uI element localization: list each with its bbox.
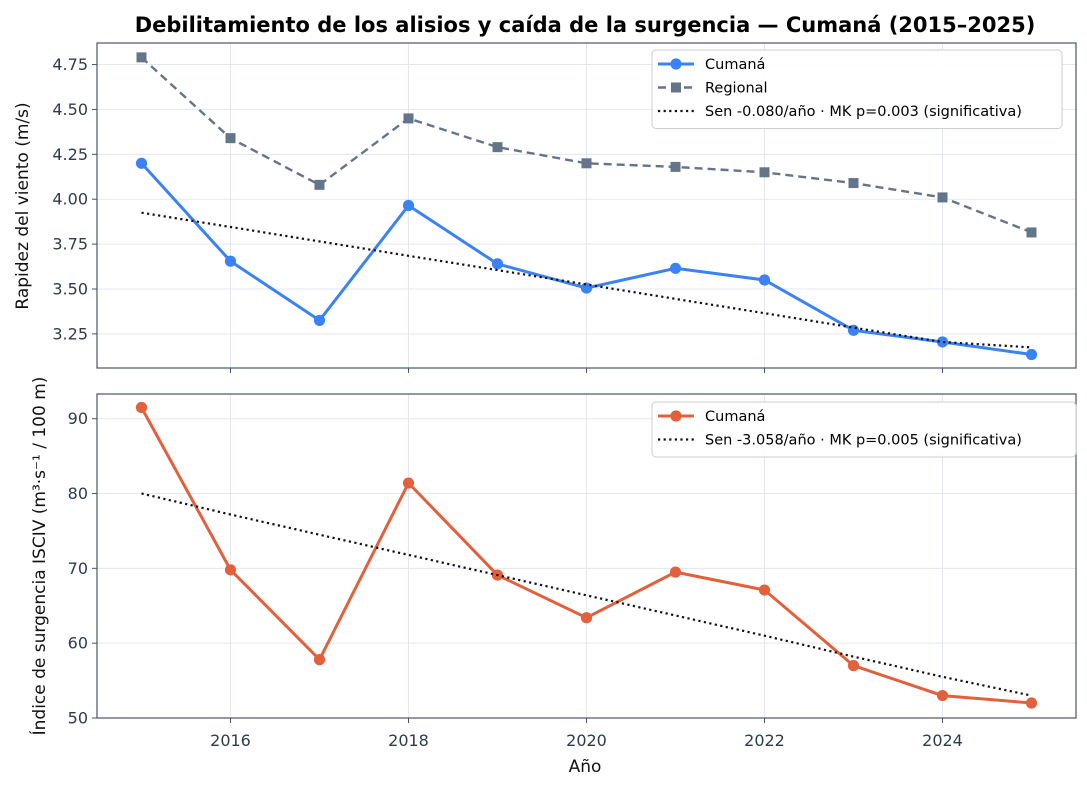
upwelling-index-panel: 50 60 70 80 90 2016 2018 2020 2022 2024 Cumaná Sen … <box>68 393 1077 750</box>
series-line <box>140 56 1032 234</box>
x-axis-label: Año <box>569 757 602 777</box>
series-line <box>141 211 1032 349</box>
legend-label: Cumaná <box>705 409 765 425</box>
data-point <box>136 52 147 63</box>
x-tick-label: 2016 <box>210 731 251 750</box>
data-point <box>491 258 504 270</box>
data-point <box>403 113 414 124</box>
axes-frame <box>96 42 1077 369</box>
bottom-y-axis-label: Índice de surgencia ISCIV (m³·s⁻¹ / 100 … <box>28 377 50 736</box>
data-point <box>1025 697 1038 709</box>
y-tick-label: 4.50 <box>52 100 88 119</box>
top-y-axis-label: Rapidez del viento (m/s) <box>13 102 33 309</box>
legend-marker <box>671 82 681 93</box>
legend-label: Sen -0.080/año · MK p=0.003 (significati… <box>705 104 1022 120</box>
y-tick-label: 4.75 <box>52 55 88 74</box>
data-point <box>669 566 682 578</box>
data-point <box>669 262 682 274</box>
data-point <box>135 401 148 414</box>
y-tick-label: 4.25 <box>52 145 88 164</box>
legend-label: Cumaná <box>705 57 765 73</box>
data-point <box>936 689 949 702</box>
x-tick-label: 2018 <box>388 731 429 750</box>
y-tick-label: 50 <box>68 709 88 728</box>
legend-box <box>651 401 1077 458</box>
legend-label: Regional <box>705 81 768 97</box>
data-point <box>225 133 236 144</box>
data-point <box>492 142 503 153</box>
y-tick-label: 70 <box>68 559 88 578</box>
data-point <box>936 336 949 348</box>
legend-label: Sen -3.058/año · MK p=0.005 (significati… <box>705 433 1022 449</box>
chart-title: Debilitamiento de los alisios y caída de… <box>135 13 1036 37</box>
data-point <box>313 314 326 327</box>
data-point <box>758 584 771 596</box>
x-tick-label: 2024 <box>922 731 963 750</box>
data-point <box>314 179 325 190</box>
y-tick-label: 3.50 <box>52 279 88 298</box>
y-tick-label: 90 <box>68 409 88 428</box>
series-line <box>141 492 1032 697</box>
y-tick-label: 60 <box>68 634 88 653</box>
data-point <box>402 199 415 212</box>
wind-speed-panel: 3.25 3.50 3.75 4.00 4.25 4.50 4.75 Cumaná Region… <box>52 42 1077 373</box>
legend-box <box>651 49 1063 129</box>
y-tick-label: 80 <box>68 484 88 503</box>
y-tick-label: 3.25 <box>52 324 88 343</box>
data-point <box>402 477 415 489</box>
data-point <box>848 178 859 189</box>
x-tick-label: 2020 <box>566 731 607 750</box>
axes-frame <box>96 393 1077 719</box>
data-point <box>313 654 326 666</box>
data-point <box>759 167 770 178</box>
x-tick-label: 2022 <box>744 731 785 750</box>
data-point <box>135 157 148 169</box>
data-point <box>580 612 593 624</box>
data-point <box>581 158 592 169</box>
data-point <box>224 564 237 576</box>
data-point <box>847 660 860 672</box>
data-point <box>1026 227 1037 238</box>
data-point <box>937 192 948 203</box>
data-point <box>224 255 237 267</box>
legend-marker <box>670 410 682 422</box>
y-tick-label: 4.00 <box>52 190 88 209</box>
data-point <box>758 274 771 286</box>
data-point <box>670 161 681 172</box>
y-tick-label: 3.75 <box>52 235 88 254</box>
data-point <box>1025 348 1038 361</box>
legend-marker <box>670 58 682 70</box>
